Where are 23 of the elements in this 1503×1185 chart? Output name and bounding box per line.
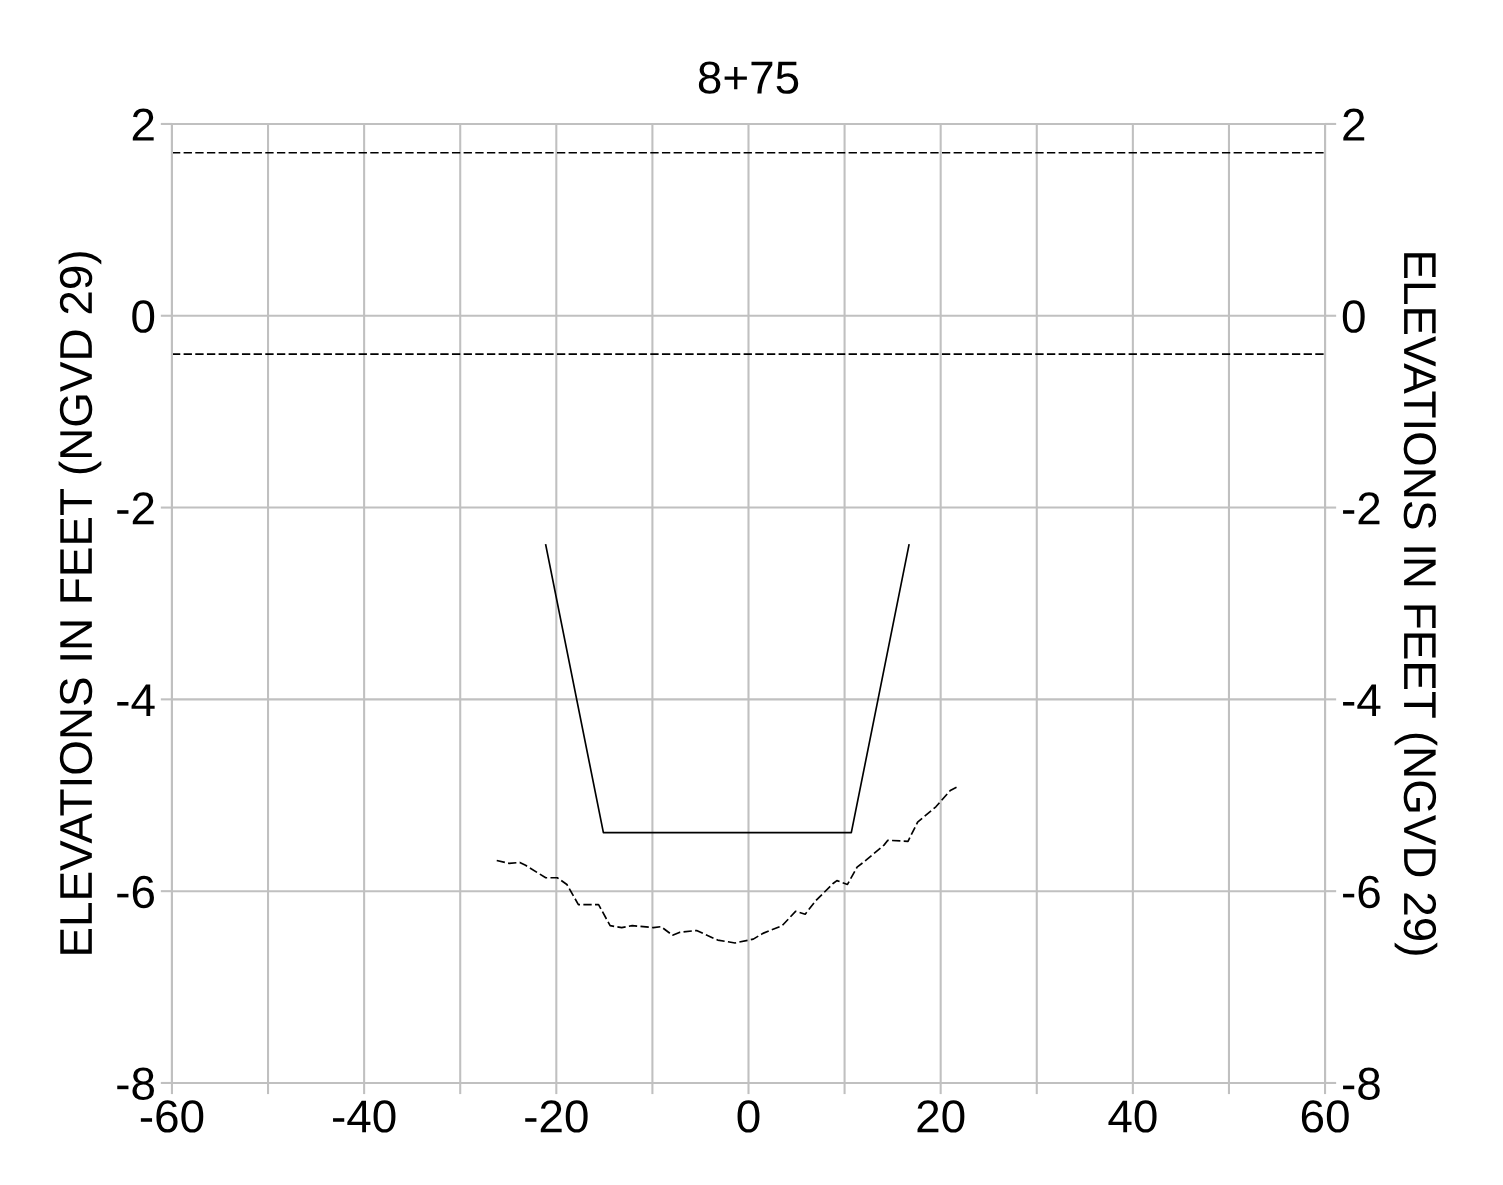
y2-tick-label: 2 xyxy=(1343,108,1365,141)
x-tick-label: -60 xyxy=(140,1100,204,1133)
x-tick-label: -40 xyxy=(333,1100,396,1133)
y-tick-label: -4 xyxy=(117,684,155,716)
y2-tick-label: 0 xyxy=(1342,300,1365,333)
y2-axis-title: ELEVATIONS IN FEET (NGVD 29) xyxy=(1394,253,1438,955)
line-series xyxy=(495,785,959,944)
y-tick-label: -6 xyxy=(117,875,154,909)
y-axis-title: ELEVATIONS IN FEET (NGVD 29) xyxy=(58,252,102,954)
y-tick-label: 2 xyxy=(132,108,154,141)
y-tick-label: 0 xyxy=(132,300,155,333)
x-tick-label: 0 xyxy=(737,1100,760,1133)
y-tick-label: -2 xyxy=(117,492,154,525)
x-tick-label: -20 xyxy=(525,1100,588,1133)
chart-title: 8+75 xyxy=(698,61,799,94)
y2-tick-label: -6 xyxy=(1343,875,1380,909)
y2-tick-label: -4 xyxy=(1343,684,1381,716)
y2-tick-label: -8 xyxy=(1343,1067,1380,1101)
y-tick-label: -8 xyxy=(117,1067,154,1101)
y2-tick-label: -2 xyxy=(1343,492,1380,525)
x-tick-label: 60 xyxy=(1301,1100,1349,1133)
x-tick-label: 20 xyxy=(917,1100,965,1133)
x-tick-label: 40 xyxy=(1108,1100,1157,1133)
